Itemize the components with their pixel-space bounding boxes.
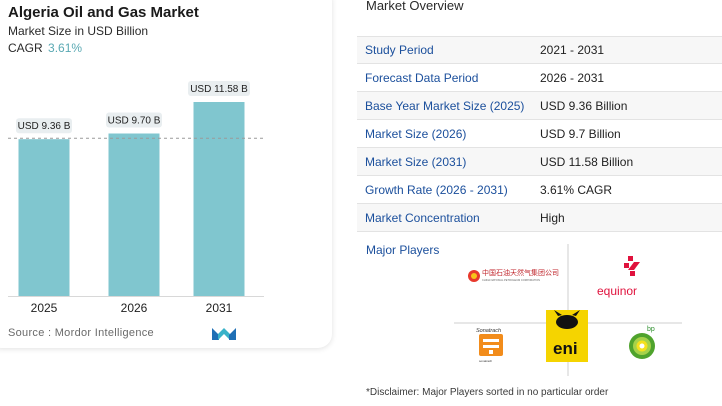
- data-label-2031: USD 11.58 B: [190, 84, 248, 95]
- data-label-2025: USD 9.36 B: [18, 121, 71, 132]
- overview-row-concentration: Market Concentration High: [357, 204, 722, 232]
- data-label-2026: USD 9.70 B: [108, 115, 161, 126]
- overview-row-growth-rate: Growth Rate (2026 - 2031) 3.61% CAGR: [357, 176, 722, 204]
- equinor-name: equinor: [597, 284, 637, 298]
- x-tick-2026: 2026: [121, 301, 148, 315]
- bar-2031: [193, 102, 245, 296]
- overview-label: Base Year Market Size (2025): [365, 98, 525, 113]
- bar-chart: USD 9.36 B USD 9.70 B USD 11.58 B 2025 2026 2…: [8, 81, 264, 315]
- overview-row-base-year-size: Base Year Market Size (2025) USD 9.36 Bi…: [357, 92, 722, 120]
- cnpc-name: 中国石油天然气集团公司: [482, 268, 559, 277]
- data-label-bg-2025: [16, 118, 72, 134]
- chart-title: Algeria Oil and Gas Market: [8, 4, 199, 21]
- overview-label: Market Size (2031): [365, 154, 467, 169]
- overview-value: 2021 - 2031: [540, 43, 605, 57]
- major-players-label: Major Players: [366, 243, 440, 257]
- x-tick-2025: 2025: [31, 301, 58, 315]
- svg-text:sonatrach: sonatrach: [479, 359, 493, 363]
- chart-subtitle: Market Size in USD Billion: [8, 24, 149, 38]
- mordor-intelligence-logo-icon: [212, 328, 236, 340]
- overview-row-size-2026: Market Size (2026) USD 9.7 Billion: [357, 120, 722, 148]
- cagr-line: CAGR 3.61%: [8, 41, 82, 55]
- eni-logo: eni: [546, 310, 588, 362]
- data-label-bg-2026: [106, 112, 162, 128]
- market-overview-title: Market Overview: [366, 0, 464, 13]
- disclaimer-text: *Disclaimer: Major Players sorted in no …: [366, 387, 609, 398]
- cagr-label: CAGR: [8, 41, 43, 55]
- overview-label: Study Period: [365, 43, 434, 57]
- overview-value: USD 9.7 Billion: [540, 126, 621, 141]
- overview-label: Growth Rate (2026 - 2031): [365, 182, 508, 197]
- bp-name: bp: [647, 326, 655, 333]
- cnpc-subname: CHINA NATIONAL PETROLEUM CORPORATION: [482, 278, 540, 282]
- overview-value: USD 9.36 Billion: [540, 98, 628, 113]
- overview-value: 2026 - 2031: [540, 70, 605, 85]
- bp-logo: bp: [629, 326, 655, 359]
- overview-row-study-period: Study Period 2021 - 2031: [357, 36, 722, 64]
- overview-label: Market Concentration: [365, 210, 480, 225]
- overview-value: 3.61% CAGR: [540, 182, 613, 197]
- overview-row-size-2031: Market Size (2031) USD 11.58 Billion: [357, 148, 722, 176]
- overview-row-forecast-period: Forecast Data Period 2026 - 2031: [357, 64, 722, 92]
- cnpc-logo: 中国石油天然气集团公司 CHINA NATIONAL PETROLEUM COR…: [468, 268, 559, 282]
- overview-label: Market Size (2026): [365, 126, 467, 141]
- eni-name: eni: [553, 339, 578, 358]
- data-label-bg-2031: [188, 81, 250, 96]
- sonatrach-name: Sonatrach: [476, 328, 501, 334]
- cagr-value: 3.61%: [48, 41, 83, 55]
- bar-2026: [108, 133, 160, 296]
- overview-table: Study Period 2021 - 2031 Forecast Data P…: [357, 36, 722, 232]
- equinor-logo: equinor: [597, 256, 640, 298]
- overview-label: Forecast Data Period: [365, 70, 479, 85]
- sonatrach-logo: Sonatrach sonatrach: [476, 328, 503, 363]
- x-tick-2031: 2031: [206, 301, 233, 315]
- major-players-grid: 中国石油天然气集团公司 CHINA NATIONAL PETROLEUM COR…: [454, 244, 682, 376]
- source-text: Source : Mordor Intelligence: [8, 327, 154, 339]
- bar-2025: [18, 139, 70, 296]
- overview-value: USD 11.58 Billion: [540, 154, 634, 169]
- overview-value: High: [540, 210, 565, 225]
